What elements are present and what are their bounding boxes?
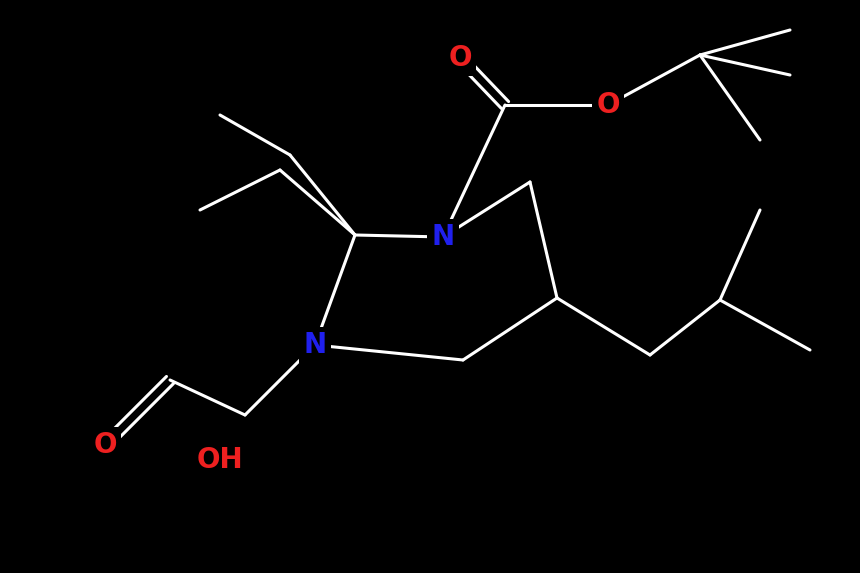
Text: O: O xyxy=(596,91,620,119)
Text: O: O xyxy=(93,431,117,459)
Text: N: N xyxy=(432,223,455,251)
Text: O: O xyxy=(448,44,472,72)
Text: OH: OH xyxy=(197,446,243,474)
Text: N: N xyxy=(304,331,327,359)
